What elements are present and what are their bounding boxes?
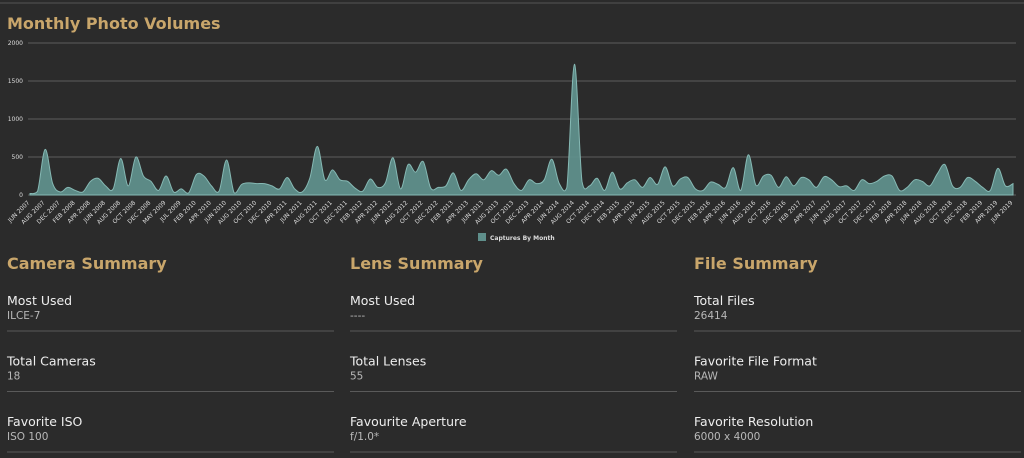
summary-label: Total Lenses (349, 354, 426, 369)
area (29, 63, 1014, 196)
summary-value: 26414 (694, 310, 728, 322)
legend-label: Captures By Month (490, 235, 555, 242)
y-tick-label: 500 (12, 154, 24, 161)
summary-title: File Summary (694, 254, 818, 273)
summary-value: f/1.0* (350, 431, 379, 443)
summary-label: Favourite Aperture (350, 414, 467, 429)
summary-label: Favorite File Format (694, 354, 817, 369)
summary-value: 55 (350, 371, 363, 383)
y-tick-label: 1500 (8, 78, 23, 85)
summary-value: ISO 100 (7, 431, 48, 443)
y-tick-label: 0 (19, 192, 23, 199)
summary-value: 6000 x 4000 (694, 431, 760, 443)
summary-value: 18 (7, 371, 20, 383)
summary-value: RAW (694, 371, 718, 383)
summary-title: Lens Summary (350, 254, 483, 273)
summary-label: Most Used (350, 293, 415, 308)
summary-label: Total Files (693, 293, 755, 308)
summary-value: ILCE-7 (7, 310, 40, 322)
summary-title: Camera Summary (7, 254, 167, 273)
summary-label: Favorite Resolution (694, 414, 813, 429)
y-tick-label: 1000 (8, 116, 23, 123)
summary-label: Favorite ISO (7, 414, 83, 429)
chart-title: Monthly Photo Volumes (7, 14, 221, 33)
summary-label: Most Used (7, 293, 72, 308)
y-tick-label: 2000 (8, 40, 23, 47)
summary-label: Total Cameras (6, 354, 96, 369)
legend-swatch (478, 233, 486, 241)
summary-value: ---- (350, 310, 365, 322)
